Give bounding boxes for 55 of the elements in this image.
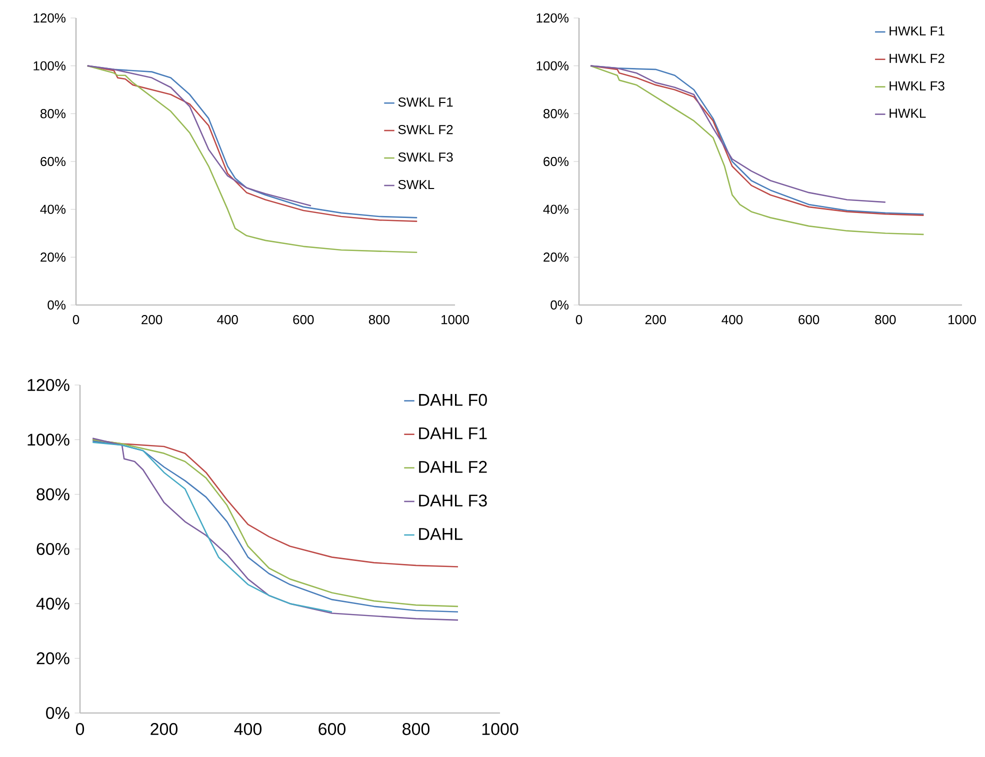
y-tick-label: 20% [36, 652, 70, 664]
line-series [92, 442, 333, 613]
y-tick-label: 60% [40, 156, 66, 166]
y-tick-label: 120% [536, 13, 568, 23]
line-series [86, 65, 312, 206]
legend-label: SWKL F2 [398, 125, 453, 134]
y-tick-label: 100% [28, 434, 70, 446]
x-tick-label: 600 [798, 315, 820, 324]
y-tick-label: 100% [536, 61, 568, 70]
legend-label: HWKL F3 [890, 81, 944, 90]
legend-label: SWKL F3 [398, 152, 453, 162]
x-tick-label: 600 [293, 315, 314, 324]
x-tick-label: 1000 [948, 315, 976, 324]
x-tick-label: 0 [576, 315, 582, 324]
y-tick-label: 20% [40, 252, 66, 262]
y-tick-label: 0% [48, 300, 66, 310]
legend-label: DAHL [419, 528, 462, 540]
y-tick-label: 40% [543, 204, 568, 214]
legend-label: DAHL F0 [419, 394, 487, 406]
x-tick-label: 0 [76, 723, 84, 736]
y-tick-label: 60% [544, 156, 568, 166]
y-tick-label: 80% [36, 488, 70, 500]
legend-label: DAHL F2 [419, 460, 487, 473]
y-tick-label: 0% [46, 706, 70, 720]
legend-label: SWKL [398, 180, 434, 190]
x-tick-label: 400 [234, 723, 262, 736]
x-tick-label: 400 [722, 315, 743, 324]
x-tick-label: 400 [217, 315, 238, 324]
y-tick-label: 80% [40, 109, 66, 118]
x-tick-label: 800 [875, 315, 896, 324]
x-tick-label: 1000 [482, 723, 518, 736]
legend-label: DAHL F1 [419, 427, 487, 440]
legend-label: HWKL [890, 108, 926, 118]
y-tick-label: 0% [550, 300, 569, 310]
y-tick-label: 120% [34, 13, 66, 23]
legend-label: SWKL F1 [398, 98, 453, 107]
y-tick-label: 120% [28, 378, 70, 392]
y-tick-label: 60% [36, 542, 70, 556]
legend-label: DAHL F3 [419, 494, 487, 507]
line-series [590, 65, 886, 203]
legend-label: HWKL F1 [890, 26, 944, 36]
x-tick-label: 200 [142, 315, 162, 324]
y-tick-label: 40% [36, 598, 70, 610]
x-tick-label: 800 [368, 315, 390, 324]
y-tick-label: 20% [544, 252, 568, 262]
x-tick-label: 1000 [442, 315, 469, 324]
x-tick-label: 800 [402, 723, 430, 736]
x-tick-label: 200 [150, 723, 178, 736]
legend-label: HWKL F2 [890, 54, 944, 63]
y-tick-label: 40% [40, 204, 66, 214]
y-tick-label: 80% [544, 109, 568, 118]
y-tick-label: 100% [34, 61, 66, 70]
x-tick-label: 200 [645, 315, 666, 324]
x-tick-label: 600 [318, 723, 346, 736]
x-tick-label: 0 [72, 315, 80, 324]
